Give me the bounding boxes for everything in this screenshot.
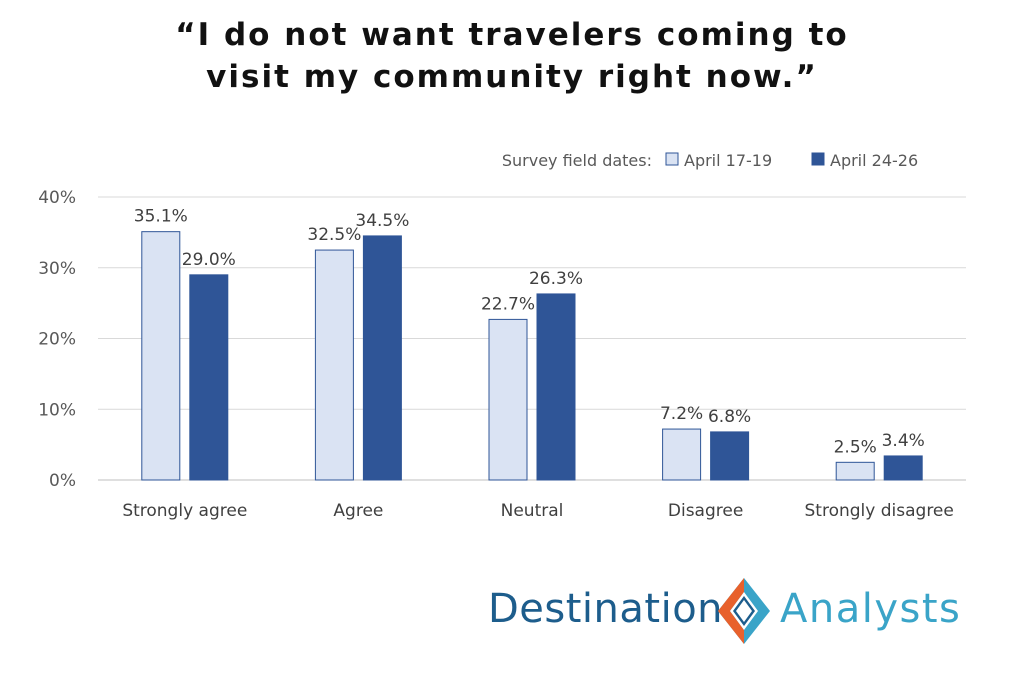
data-label: 35.1% xyxy=(134,207,188,227)
x-tick-label: Disagree xyxy=(668,501,743,521)
data-label: 34.5% xyxy=(355,211,409,231)
y-tick-label: 30% xyxy=(38,259,76,279)
x-tick-label: Agree xyxy=(333,501,383,521)
data-label: 22.7% xyxy=(481,294,535,314)
y-tick-label: 0% xyxy=(49,471,76,491)
x-tick-label: Strongly disagree xyxy=(805,501,954,521)
legend-swatch xyxy=(665,152,679,166)
legend-label: April 24-26 xyxy=(830,151,918,170)
bar xyxy=(710,431,750,481)
bar xyxy=(362,235,402,481)
data-label: 6.8% xyxy=(708,407,751,427)
bar xyxy=(141,231,181,481)
title-line-1: “I do not want travelers coming to xyxy=(175,17,849,53)
legend-swatch xyxy=(811,152,825,166)
logo-diamond-icon xyxy=(718,578,770,644)
y-tick-label: 20% xyxy=(38,330,76,350)
data-label: 26.3% xyxy=(529,269,583,289)
bar xyxy=(488,318,528,481)
data-label: 7.2% xyxy=(660,404,703,424)
bar xyxy=(835,461,875,481)
bar xyxy=(536,293,576,481)
chart-title: “I do not want travelers coming to visit… xyxy=(0,14,1024,98)
bar xyxy=(314,249,354,481)
data-label: 29.0% xyxy=(182,250,236,270)
bar xyxy=(189,274,229,481)
data-label: 3.4% xyxy=(882,431,925,451)
destination-analysts-logo: Destination Analysts xyxy=(488,572,988,652)
data-label: 32.5% xyxy=(307,225,361,245)
bar xyxy=(883,455,923,481)
y-tick-label: 40% xyxy=(38,188,76,208)
logo-word-destination: Destination xyxy=(488,586,724,632)
data-label: 2.5% xyxy=(834,437,877,457)
legend-label: April 17-19 xyxy=(684,151,772,170)
x-tick-label: Neutral xyxy=(501,501,564,521)
title-line-2: visit my community right now.” xyxy=(206,59,818,95)
x-tick-label: Strongly agree xyxy=(122,501,247,521)
legend-prefix: Survey field dates: xyxy=(502,151,652,170)
logo-word-analysts: Analysts xyxy=(780,586,962,632)
y-tick-label: 10% xyxy=(38,400,76,420)
bar xyxy=(662,428,702,481)
